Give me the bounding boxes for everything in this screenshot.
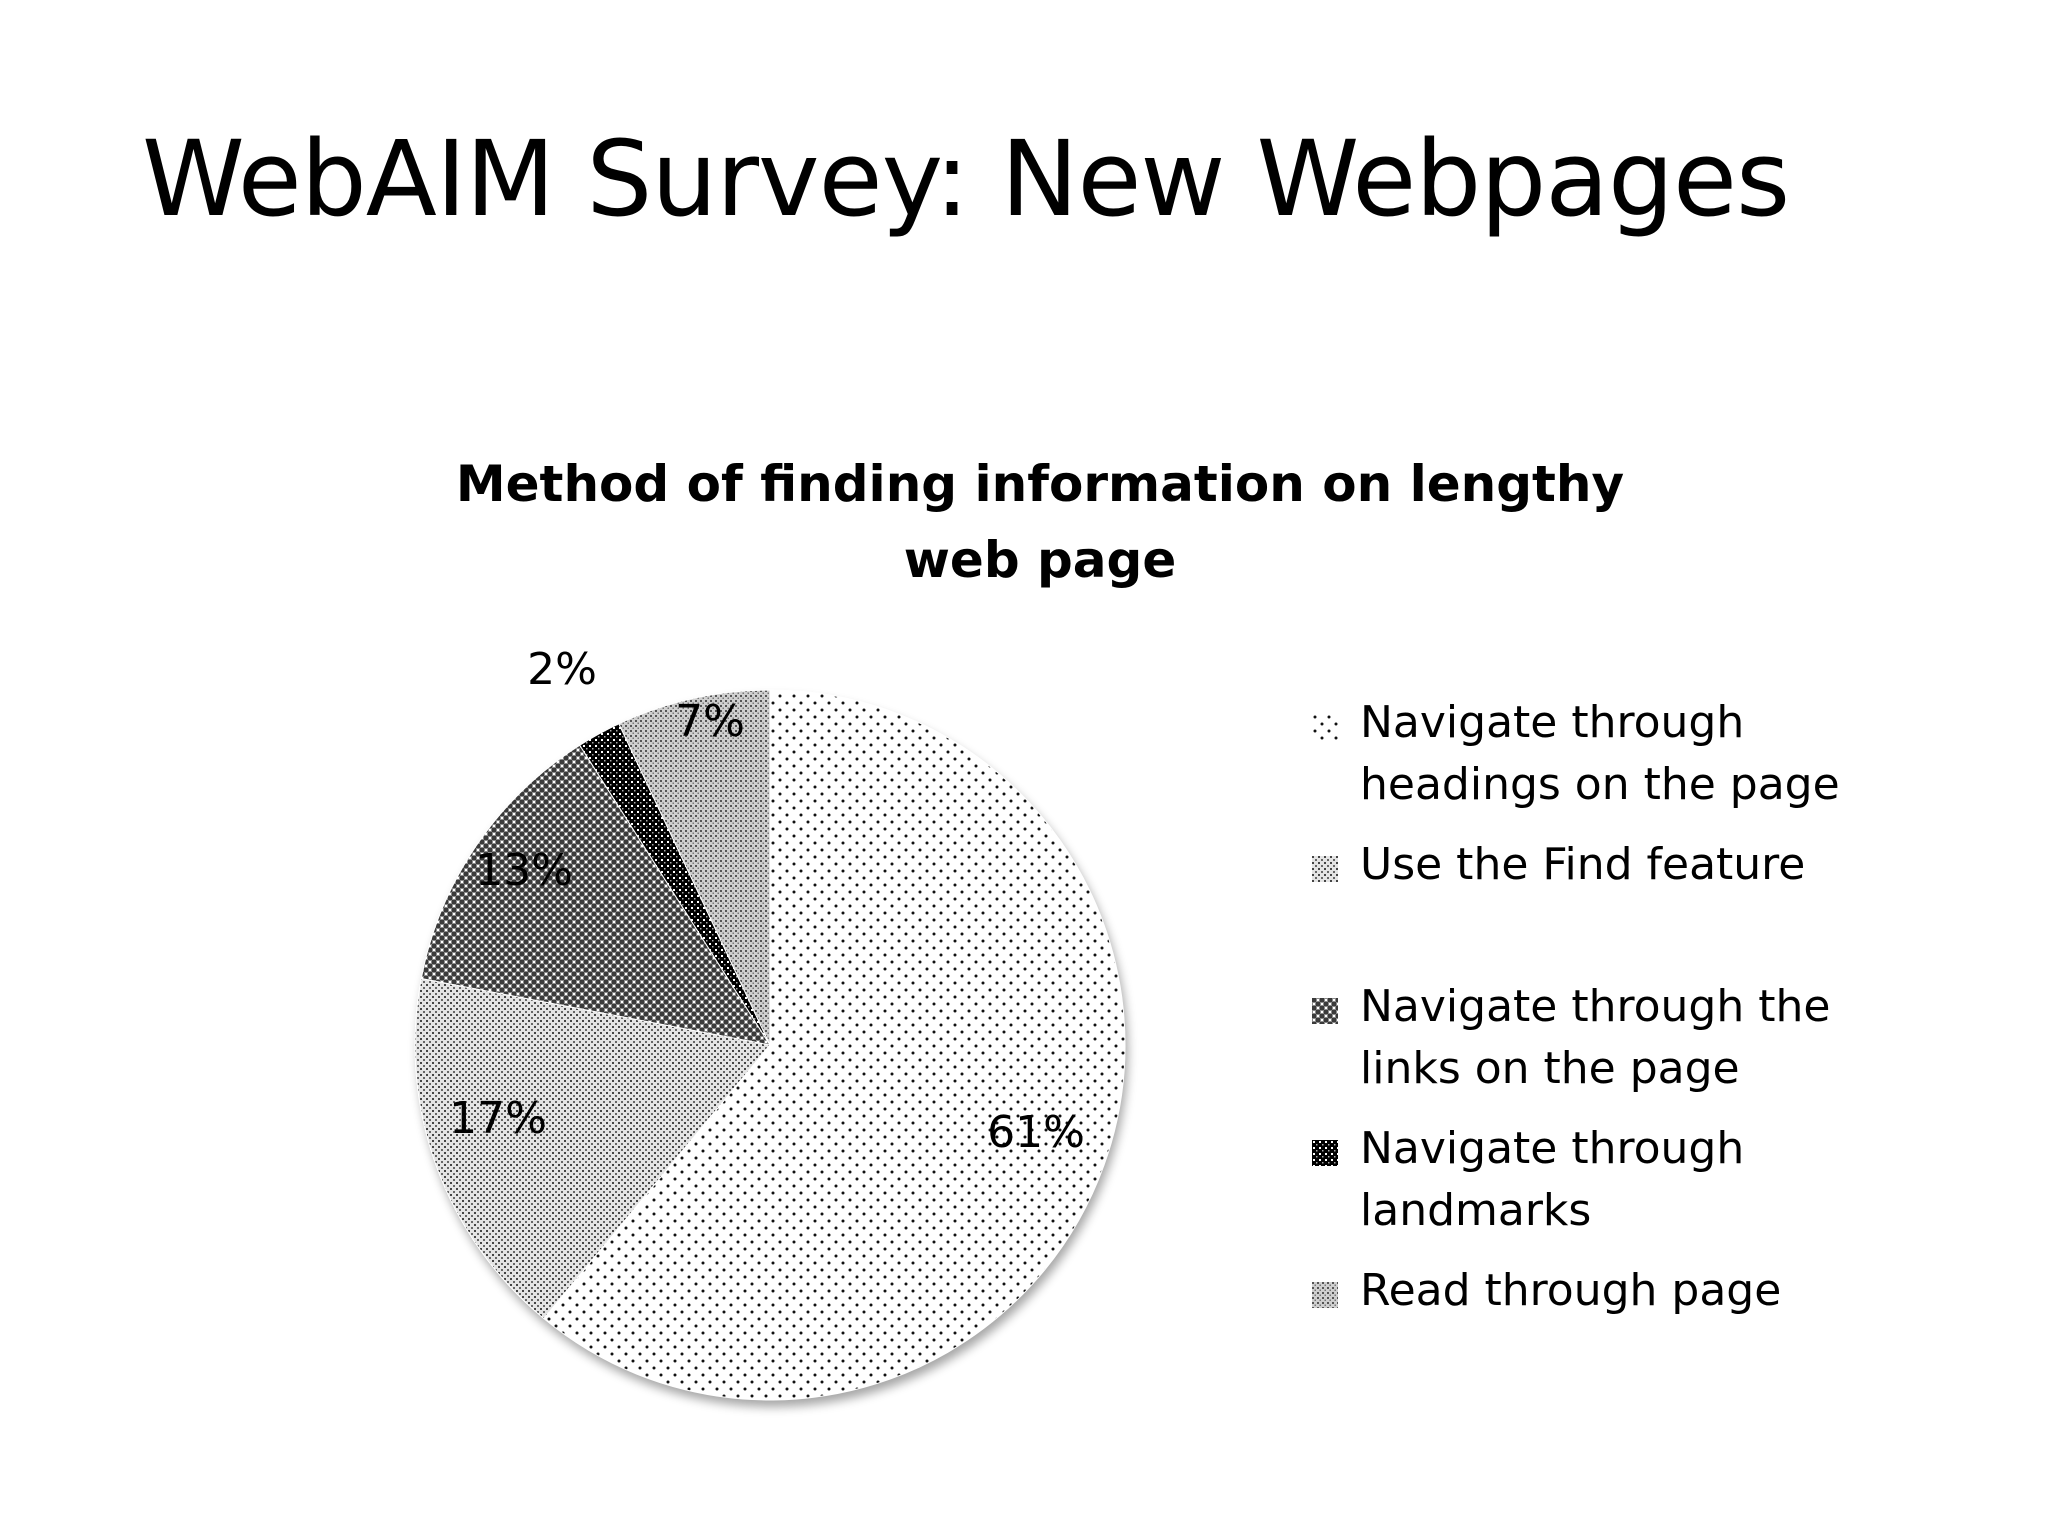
legend-swatch	[1312, 998, 1338, 1024]
legend-swatch	[1312, 1282, 1338, 1308]
legend-swatch	[1312, 714, 1338, 740]
pie-slice-5	[618, 689, 771, 1046]
legend-swatch	[1312, 1140, 1338, 1166]
slide-title: WebAIM Survey: New Webpages	[142, 118, 1790, 240]
legend-item: Navigate through headings on the page	[1312, 692, 2012, 816]
pie-slice-3	[420, 744, 772, 1046]
pie-slice-2	[414, 977, 771, 1320]
pie-data-label: 17%	[449, 1093, 547, 1144]
pie-data-label: 61%	[987, 1107, 1085, 1158]
pie-slice-1	[543, 689, 1126, 1401]
pie-data-label: 7%	[675, 696, 745, 747]
legend-swatch	[1312, 856, 1338, 882]
pie-data-label: 13%	[475, 845, 573, 896]
legend-label: Read through page	[1360, 1265, 1782, 1316]
legend-item: Use the Find feature	[1312, 834, 2012, 896]
chart-title: Method of finding information on lengthy…	[455, 455, 1625, 589]
legend-label: Navigate through headings on the page	[1360, 697, 1840, 810]
legend-item: Navigate through landmarks	[1312, 1118, 2012, 1242]
pie-data-label: 2%	[527, 644, 597, 695]
legend-item: Read through page	[1312, 1260, 2012, 1322]
legend-item: Navigate through the links on the page	[1312, 976, 2012, 1100]
legend-label: Navigate through the links on the page	[1360, 981, 1831, 1094]
legend-label: Navigate through landmarks	[1360, 1123, 1745, 1236]
legend-label: Use the Find feature	[1360, 839, 1806, 890]
